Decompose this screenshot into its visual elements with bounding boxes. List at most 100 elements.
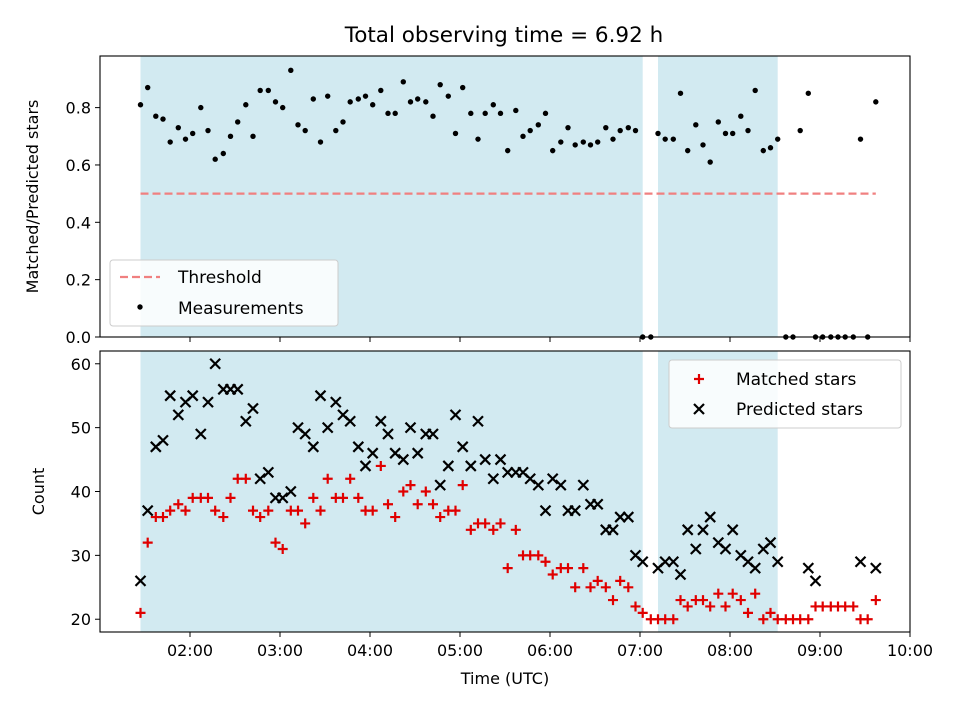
matched-point bbox=[398, 486, 409, 497]
measurement-point bbox=[167, 139, 173, 145]
measurement-point bbox=[752, 87, 758, 94]
predicted-point bbox=[704, 511, 716, 523]
measurement-point bbox=[797, 127, 803, 134]
y-tick-label: 60 bbox=[71, 355, 91, 374]
measurement-point bbox=[520, 133, 526, 139]
matched-point bbox=[367, 505, 378, 516]
predicted-point bbox=[247, 402, 259, 415]
matched-point bbox=[675, 595, 686, 606]
predicted-point bbox=[802, 562, 815, 574]
matched-point bbox=[248, 505, 258, 516]
measurement-point bbox=[182, 136, 189, 142]
legend-measurement-label: Measurements bbox=[178, 299, 304, 319]
measurement-point bbox=[302, 127, 308, 134]
matched-point bbox=[637, 607, 648, 618]
panel-bottom: 20 30 40 50 60 02:00 03:00 04:00 05:00 06:00 07:00… bbox=[29, 350, 933, 688]
legend-box bbox=[109, 259, 339, 327]
matched-point bbox=[615, 575, 626, 586]
measurement-point bbox=[160, 116, 166, 122]
matched-point bbox=[383, 499, 393, 510]
measurement-point bbox=[137, 102, 144, 108]
predicted-point bbox=[854, 555, 867, 568]
matched-point bbox=[480, 518, 491, 529]
matched-point bbox=[300, 518, 311, 529]
measurement-point bbox=[565, 124, 571, 131]
matched-point bbox=[502, 563, 513, 574]
predicted-point bbox=[254, 472, 266, 485]
shaded-interval-1 bbox=[140, 351, 643, 632]
legend: Threshold Measurements bbox=[109, 259, 339, 327]
matched-point bbox=[547, 569, 558, 580]
y-tick-label: 30 bbox=[71, 546, 91, 565]
predicted-point bbox=[532, 479, 545, 491]
matched-point bbox=[623, 582, 634, 593]
matched-point bbox=[225, 492, 236, 503]
y-tick-label: 0.8 bbox=[66, 99, 91, 118]
measurement-point bbox=[445, 93, 451, 99]
predicted-point bbox=[276, 492, 289, 504]
x-tick-label: 05:00 bbox=[437, 641, 483, 660]
measurement-point bbox=[587, 142, 594, 148]
matched-point bbox=[158, 512, 168, 523]
measurement-point bbox=[542, 110, 549, 117]
matched-point bbox=[420, 486, 431, 497]
predicted-point bbox=[434, 479, 446, 491]
matched-point bbox=[578, 563, 589, 574]
measurement-point bbox=[722, 130, 729, 137]
matched-point bbox=[293, 505, 303, 516]
matched-point bbox=[210, 505, 221, 516]
predicted-point bbox=[456, 441, 469, 453]
measurement-point bbox=[205, 127, 211, 134]
measurement-point bbox=[235, 119, 241, 125]
predicted-point bbox=[389, 447, 401, 459]
measurement-point bbox=[625, 124, 631, 131]
predicted-point bbox=[195, 428, 207, 440]
predicted-point bbox=[690, 543, 702, 555]
measurement-point bbox=[423, 99, 429, 105]
matched-point bbox=[345, 473, 356, 484]
measurement-point bbox=[310, 96, 316, 102]
measurement-point bbox=[558, 139, 564, 145]
legend-predicted-label: Predicted stars bbox=[736, 400, 863, 420]
predicted-point bbox=[314, 389, 327, 402]
x-tick-label: 03:00 bbox=[257, 641, 303, 660]
predicted-point bbox=[382, 428, 394, 440]
matched-point bbox=[428, 499, 438, 510]
measurement-point bbox=[513, 107, 519, 114]
matched-point bbox=[698, 595, 708, 606]
predicted-point bbox=[366, 447, 379, 459]
y-tick-label: 0.6 bbox=[66, 156, 91, 175]
matched-point bbox=[488, 524, 499, 535]
measurement-point bbox=[715, 119, 721, 125]
measurement-point bbox=[430, 113, 436, 119]
measurement-point bbox=[617, 127, 623, 134]
predicted-point bbox=[442, 460, 455, 472]
measurement-point bbox=[482, 110, 488, 117]
measurement-point bbox=[288, 67, 294, 74]
measurement-point bbox=[857, 136, 864, 142]
y-tick-label: 20 bbox=[71, 610, 91, 629]
measurement-point bbox=[340, 119, 346, 125]
measurement-point bbox=[572, 142, 578, 148]
measurement-point bbox=[265, 87, 271, 94]
matched-point bbox=[277, 543, 288, 554]
predicted-point bbox=[697, 524, 709, 536]
predicted-point bbox=[524, 472, 536, 485]
predicted-point bbox=[359, 460, 372, 472]
predicted-point bbox=[352, 441, 365, 453]
measurement-point bbox=[745, 127, 751, 134]
legend-matched-label: Matched stars bbox=[736, 370, 856, 390]
measurement-point bbox=[738, 113, 744, 119]
measurement-point bbox=[333, 127, 339, 134]
y-tick-label: 50 bbox=[71, 419, 91, 438]
predicted-point bbox=[569, 504, 581, 517]
matched-point bbox=[255, 512, 266, 523]
measurement-point bbox=[362, 93, 369, 99]
matched-point bbox=[592, 575, 603, 586]
predicted-point bbox=[726, 524, 739, 536]
matched-point bbox=[735, 595, 746, 606]
predicted-point bbox=[404, 421, 417, 434]
measurement-point bbox=[415, 96, 421, 102]
matched-point bbox=[720, 601, 731, 612]
predicted-point bbox=[240, 415, 252, 428]
